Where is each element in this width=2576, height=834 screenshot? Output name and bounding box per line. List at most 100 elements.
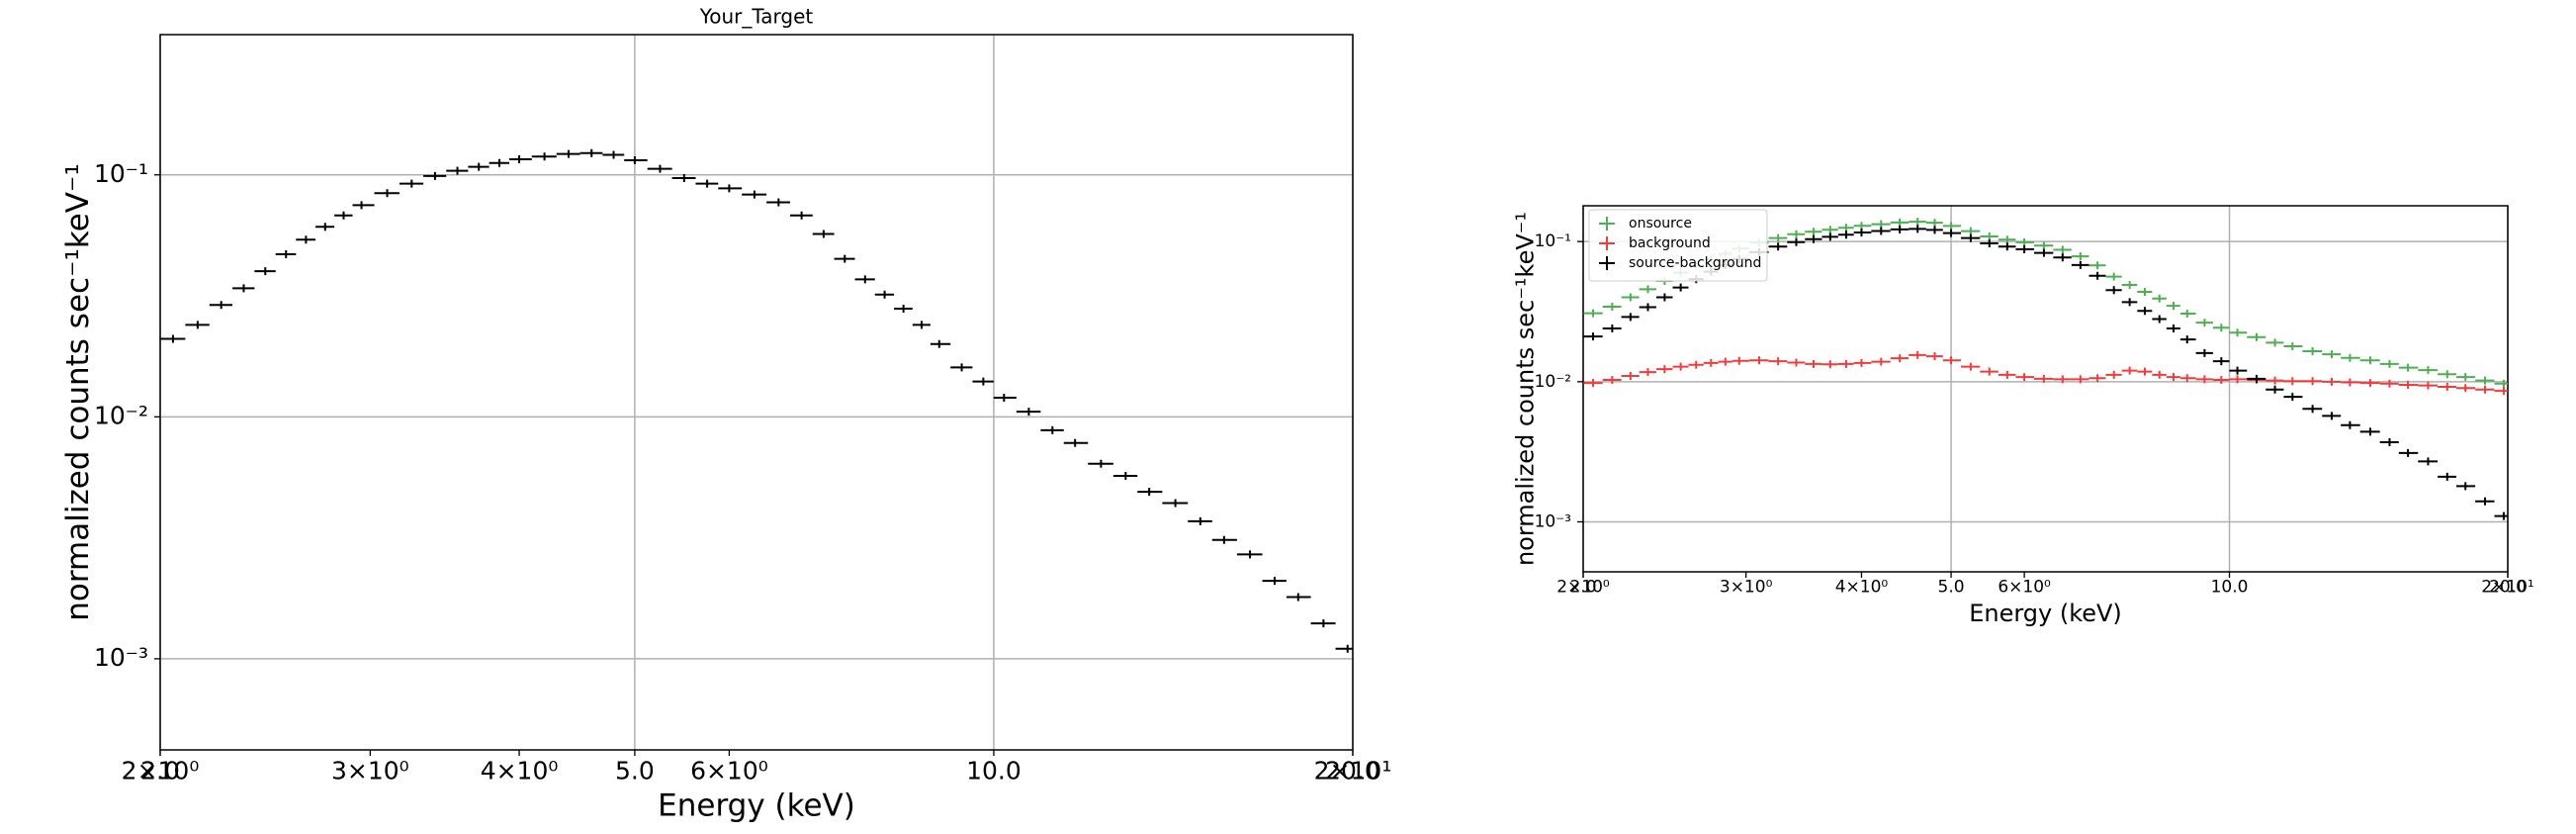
data-point (2034, 248, 2054, 257)
data-point (2071, 260, 2089, 269)
data-point (972, 377, 994, 386)
data-point (894, 304, 913, 313)
data-point (2379, 437, 2399, 446)
data-point (1262, 577, 1287, 586)
data-point (1998, 242, 2016, 251)
legend-label: background (1629, 235, 1711, 251)
x-tick-label: 5.0 (1938, 577, 1965, 597)
data-point (1942, 356, 1961, 365)
data-point (509, 155, 532, 164)
data-point (912, 321, 931, 329)
data-point (1890, 218, 1910, 227)
series (1583, 218, 2508, 388)
data-point (1621, 313, 1640, 322)
data-point (1980, 367, 1999, 376)
data-point (1821, 226, 1838, 234)
data-point (2475, 385, 2495, 394)
data-point (1310, 619, 1336, 628)
x-tick-label: 2×10¹ (2481, 577, 2534, 597)
data-point (1925, 226, 1943, 234)
data-point (834, 254, 855, 263)
data-point (2105, 370, 2122, 379)
data-point (2229, 366, 2248, 375)
data-point (2359, 427, 2380, 436)
data-point (2152, 315, 2167, 324)
data-point (2418, 457, 2439, 466)
data-point (1655, 293, 1673, 302)
data-point (2179, 310, 2196, 319)
series (1583, 225, 2508, 520)
data-point (185, 321, 210, 329)
data-point (2229, 328, 2248, 337)
data-point (2379, 359, 2399, 368)
data-point (1909, 225, 1926, 233)
y-tick-label: 10⁻³ (94, 643, 148, 672)
data-point (1909, 350, 1926, 359)
data-point (1583, 309, 1603, 318)
data-point (2322, 377, 2342, 386)
data-point (2137, 367, 2153, 376)
data-point (1768, 242, 1788, 251)
x-tick-label: 6×10⁰ (690, 757, 768, 786)
data-point (209, 301, 233, 310)
data-point (874, 290, 895, 299)
data-point (2195, 319, 2213, 327)
x-tick-label: 20.0 (2489, 577, 2527, 597)
data-point (1960, 233, 1981, 242)
data-point (2359, 356, 2380, 365)
data-point (2071, 252, 2089, 261)
legend-label: onsource (1629, 216, 1692, 232)
data-point (446, 166, 469, 175)
data-point (1583, 332, 1603, 341)
data-point (2455, 384, 2476, 393)
x-tick-label: 2×10⁰ (122, 757, 200, 786)
data-point (2398, 448, 2419, 457)
data-point (2121, 298, 2138, 307)
data-point (1871, 220, 1891, 229)
data-point (1236, 550, 1263, 559)
y-axis-label: normalized counts sec⁻¹keV⁻¹ (60, 163, 96, 621)
data-point (1805, 234, 1822, 243)
data-point (1188, 516, 1212, 525)
data-point (2179, 374, 2196, 383)
data-point (2265, 338, 2284, 347)
data-point (2302, 347, 2323, 356)
legend-marker (1599, 236, 1615, 250)
data-point (1040, 425, 1064, 434)
x-tick-label: 2×10¹ (1314, 757, 1392, 786)
data-point (2398, 363, 2419, 372)
data-point (1853, 222, 1872, 231)
data-point (2475, 376, 2495, 385)
data-point (2121, 281, 2138, 290)
data-point (1672, 283, 1689, 292)
data-point (1162, 499, 1189, 508)
data-point (2283, 377, 2303, 386)
data-point (1787, 237, 1806, 246)
data-point (1016, 408, 1041, 417)
data-point (334, 211, 353, 220)
data-point (1787, 230, 1806, 238)
y-tick-label: 10⁻¹ (94, 159, 148, 188)
data-point (1853, 229, 1872, 237)
data-point (2121, 366, 2138, 375)
x-tick-label: 5.0 (615, 757, 655, 786)
x-tick-label: 4×10⁰ (481, 757, 559, 786)
data-point (2053, 375, 2072, 384)
data-point (930, 339, 951, 348)
data-point (2212, 376, 2230, 385)
data-point (2418, 381, 2439, 390)
data-point (2166, 324, 2180, 332)
x-tick-label: 10.0 (966, 757, 1022, 786)
data-point (2212, 324, 2230, 332)
data-point (1602, 302, 1622, 311)
data-point (2302, 377, 2323, 386)
data-point (2341, 353, 2360, 362)
x-tick-label: 3×10⁰ (1720, 577, 1773, 597)
data-point (2494, 379, 2508, 388)
data-point (1748, 356, 1769, 365)
data-point (647, 164, 672, 173)
data-point (1909, 218, 1926, 227)
data-point (1732, 356, 1749, 365)
data-point (2302, 405, 2323, 414)
series (160, 148, 1353, 653)
